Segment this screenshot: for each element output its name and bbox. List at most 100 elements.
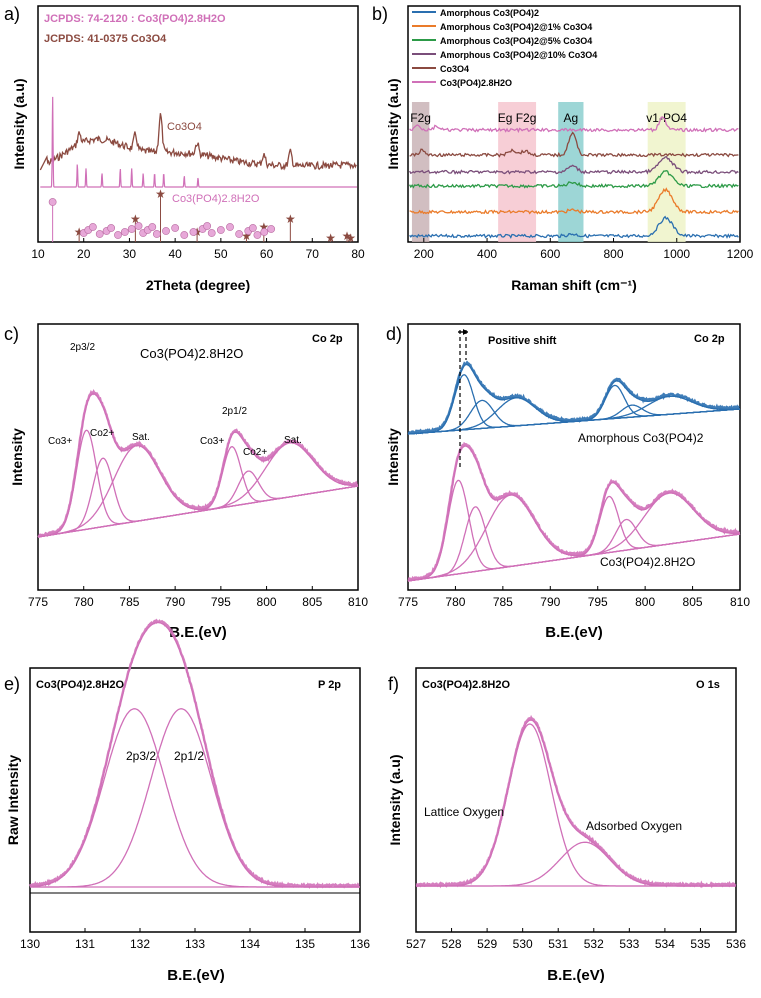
panel-f-label-lattice: Lattice Oxygen <box>424 805 504 819</box>
panel-e: e) Co3(PO4)2.8H2O P 2p 2p3/2 2p1/2 130 13… <box>4 618 370 984</box>
xps-component <box>407 395 740 435</box>
co3po4-ref-marker <box>171 224 180 232</box>
panel-b-legend: Amorphous Co3(PO4)2 Amorphous Co3(PO4)2@1… <box>412 8 597 88</box>
co3po4-ref-marker <box>235 230 244 238</box>
xps-component <box>37 444 359 538</box>
panel-f-ylabel: Intensity (a.u) <box>387 754 403 845</box>
x-tick-label: 800 <box>604 247 624 261</box>
panel-e-ylabel: Raw Intensity <box>5 755 21 845</box>
x-tick-label: 131 <box>75 937 95 951</box>
panel-d-frame <box>407 323 741 591</box>
x-tick-label: 135 <box>295 937 315 951</box>
panel-e-letter: e) <box>4 674 20 694</box>
xps-raw <box>407 360 740 436</box>
raman-series-line <box>409 215 739 239</box>
x-tick-label: 134 <box>240 937 260 951</box>
x-tick-label: 775 <box>28 595 48 609</box>
panel-c-2p32: 2p3/2 <box>70 342 95 353</box>
xps-component <box>407 397 741 435</box>
xps-envelope <box>30 621 360 888</box>
x-tick-label: 527 <box>406 937 426 951</box>
panel-e-frame <box>29 667 361 933</box>
panel-d-label-amorphous: Amorphous Co3(PO4)2 <box>578 431 704 445</box>
panel-f: f) Co3(PO4)2.8H2O O 1s Lattice Oxygen Ad… <box>387 667 746 984</box>
panel-a-annot-co3po4: Co3(PO4)2.8H2O <box>172 193 260 205</box>
xps-component <box>416 841 736 887</box>
panel-b-letter: b) <box>372 4 388 24</box>
raman-band-label: F2g <box>410 111 431 125</box>
xps-raw <box>415 714 737 889</box>
panel-b: F2g Eg F2g Ag v1-PO4 b) Amorphous Co3(PO4)2… <box>372 4 754 293</box>
panel-e-corner: P 2p <box>318 679 341 691</box>
co3po4-ref-marker <box>127 225 136 233</box>
panel-c-2p12: 2p1/2 <box>222 406 247 417</box>
panel-c-xps <box>37 389 359 539</box>
panel-e-xps <box>28 618 360 894</box>
x-tick-label: 785 <box>493 595 513 609</box>
panel-a-xlabel: 2Theta (degree) <box>146 277 250 293</box>
panel-c-ylabel: Intensity <box>9 428 25 486</box>
panel-a-ylabel: Intensity (a.u) <box>11 78 27 169</box>
legend-label: Co3(PO4)2.8H2O <box>440 78 512 88</box>
x-tick-label: 775 <box>398 595 418 609</box>
panel-d-shift-label: Positive shift <box>488 335 557 347</box>
panel-a-letter: a) <box>4 4 20 24</box>
raman-series-line <box>409 116 739 134</box>
x-tick-label: 800 <box>635 595 655 609</box>
panel-c: c) Co 2p Co3(PO4)2.8H2O 2p3/2 Co3+ Co2+ … <box>4 323 368 641</box>
x-tick-label: 805 <box>683 595 703 609</box>
x-tick-label: 534 <box>655 937 675 951</box>
x-tick-label: 30 <box>123 247 137 261</box>
panel-f-letter: f) <box>388 674 399 694</box>
panel-c-co2: Co2+ <box>90 428 114 439</box>
panel-c-x-ticks: 775 780 785 790 795 800 805 810 <box>28 586 368 609</box>
co3o4-ref-star: ★ <box>241 229 252 243</box>
co3po4-ref-marker <box>253 231 262 239</box>
co3po4-ref-marker <box>226 223 234 231</box>
x-tick-label: 810 <box>730 595 750 609</box>
panel-b-x-ticks: 200 400 600 800 1000 1200 <box>414 238 754 261</box>
xps-component <box>37 470 359 538</box>
x-tick-label: 529 <box>477 937 497 951</box>
co3po4-ref-marker <box>207 229 216 237</box>
co3po4-xrd-series <box>40 96 357 188</box>
x-tick-label: 136 <box>350 937 370 951</box>
x-tick-label: 785 <box>119 595 139 609</box>
legend-label: Co3O4 <box>440 64 469 74</box>
co3po4-ref-marker <box>134 222 143 230</box>
co3po4-ref-marker <box>114 231 122 239</box>
x-tick-label: 133 <box>185 937 205 951</box>
xps-envelope <box>407 363 740 435</box>
x-tick-label: 40 <box>168 247 182 261</box>
xps-component <box>407 506 741 582</box>
x-tick-label: 530 <box>513 937 533 951</box>
co3po4-ref-marker <box>120 228 129 236</box>
x-tick-label: 795 <box>211 595 231 609</box>
legend-label: Amorphous Co3(PO4)2@1% Co3O4 <box>440 22 592 32</box>
raman-bands: F2g Eg F2g Ag v1-PO4 <box>410 102 687 242</box>
co3o4-xrd-series <box>39 113 357 171</box>
panel-c-co3: Co3+ <box>48 436 72 447</box>
x-tick-label: 790 <box>165 595 185 609</box>
co3po4-ref-marker <box>152 230 161 238</box>
x-tick-label: 795 <box>588 595 608 609</box>
co3o4-ref-star: ★ <box>345 231 356 245</box>
panel-c-letter: c) <box>4 324 19 344</box>
x-tick-label: 805 <box>302 595 322 609</box>
co3po4-ref-marker <box>148 223 157 231</box>
panel-d-xlabel: B.E.(eV) <box>545 624 603 641</box>
co3o4-ref-star: ★ <box>325 231 336 245</box>
panel-f-xps <box>415 714 737 889</box>
co3o4-ref-star: ★ <box>258 220 269 234</box>
legend-label: Amorphous Co3(PO4)2 <box>440 8 539 18</box>
co3po4-ref-marker <box>180 231 189 239</box>
panel-d-label-crystal: Co3(PO4)2.8H2O <box>600 555 695 569</box>
x-tick-label: 1000 <box>663 247 690 261</box>
x-tick-label: 60 <box>260 247 274 261</box>
x-tick-label: 531 <box>548 937 568 951</box>
x-tick-label: 400 <box>477 247 497 261</box>
panel-a-x-ticks: 10 20 30 40 50 60 70 80 <box>31 238 365 261</box>
xps-component <box>30 708 360 888</box>
panel-c-corner: Co 2p <box>312 333 343 345</box>
panel-f-frame <box>415 667 737 933</box>
